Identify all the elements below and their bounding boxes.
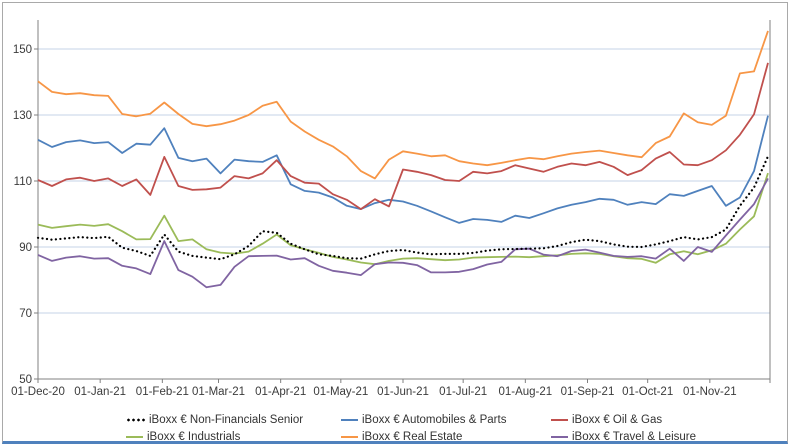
x-tick-label: 01-Nov-21: [683, 386, 737, 398]
chart-legend: iBoxx € Non-Financials Senior iBoxx € Aut…: [0, 399, 792, 443]
legend-line-marker-icon: [341, 418, 358, 421]
legend-label: iBoxx € Industrials: [147, 430, 241, 443]
y-tick-label: 110: [14, 176, 32, 188]
x-tick-label: 01-May-21: [313, 386, 368, 398]
series-line-iboxx-non-financials-senior: [36, 155, 770, 261]
x-tick-label: 01-Dec-20: [11, 386, 65, 398]
legend-item-iboxx-real-estate: iBoxx € Real Estate: [341, 429, 462, 444]
line-chart-svg: 50 70 90 110 130 150 01-Dec-20 01-Jan-21 01-Feb-…: [11, 20, 771, 398]
legend-item-iboxx-oil-gas: iBoxx € Oil & Gas: [551, 412, 662, 427]
legend-line-marker-icon: [551, 435, 568, 438]
x-tick-label: 01-Jan-21: [74, 386, 126, 398]
legend-label: iBoxx € Non-Financials Senior: [149, 413, 304, 426]
x-tick-label: 01-Oct-21: [622, 386, 673, 398]
legend-label: iBoxx € Real Estate: [362, 430, 463, 443]
series-line-iboxx-industrials: [37, 172, 769, 266]
chart-frame: [2, 2, 788, 444]
legend-line-marker-icon: [551, 418, 568, 421]
legend-label: iBoxx € Automobiles & Parts: [362, 413, 507, 426]
legend-dotted-marker-icon: [126, 417, 145, 422]
y-tick-label: 150: [13, 44, 32, 56]
x-tick-label: 01-Sep-21: [561, 386, 615, 398]
x-tick-label: 01-Feb-21: [136, 386, 189, 398]
series-line-iboxx-travel-leisure: [37, 177, 769, 289]
y-tick-label: 50: [19, 374, 32, 386]
x-tick-label: 01-Mar-21: [192, 386, 245, 398]
legend-item-iboxx-travel-leisure: iBoxx € Travel & Leisure: [551, 429, 696, 444]
legend-label: iBoxx € Oil & Gas: [572, 413, 663, 426]
x-tick-label: 01-Aug-21: [498, 386, 552, 398]
legend-label: iBoxx € Travel & Leisure: [572, 430, 697, 443]
series-line-iboxx-automobiles-parts: [37, 115, 769, 224]
x-tick-label: 01-Jun-21: [377, 386, 429, 398]
legend-item-iboxx-non-financials-senior: iBoxx € Non-Financials Senior: [126, 412, 303, 427]
legend-item-iboxx-industrials: iBoxx € Industrials: [126, 429, 240, 444]
y-tick-label: 130: [13, 110, 32, 122]
y-tick-label: 70: [19, 308, 32, 320]
x-tick-label: 01-Jul-21: [439, 386, 487, 398]
legend-line-marker-icon: [341, 435, 358, 438]
legend-item-iboxx-automobiles-parts: iBoxx € Automobiles & Parts: [341, 412, 506, 427]
series-line-iboxx-oil-gas: [37, 62, 769, 211]
x-tick-label: 01-Apr-21: [255, 386, 306, 398]
y-tick-label: 90: [19, 242, 32, 254]
series-line-iboxx-real-estate: [37, 30, 769, 180]
legend-line-marker-icon: [126, 435, 143, 438]
